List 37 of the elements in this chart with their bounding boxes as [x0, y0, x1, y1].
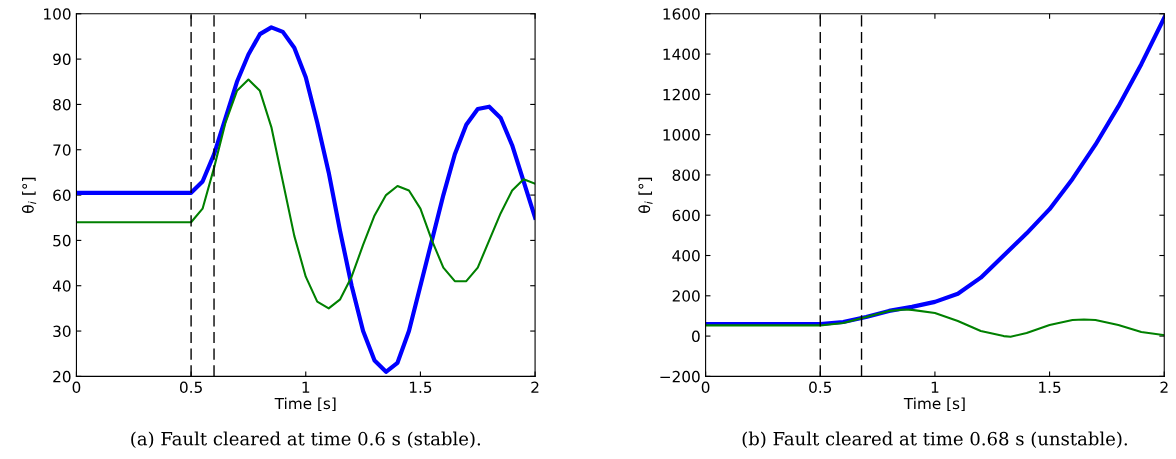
x-tick-label: 2 — [1160, 381, 1168, 393]
x-tick-label: 2 — [531, 381, 539, 393]
x-tick-label: 1.5 — [409, 381, 432, 394]
y-tick-label: 200 — [672, 290, 700, 302]
x-tick-label: 0.5 — [179, 381, 202, 394]
y-tick-label: 1600 — [663, 8, 700, 20]
y-tick-label: 100 — [44, 8, 71, 20]
y-tick-label: 30 — [53, 325, 71, 338]
y-tick-label: 800 — [672, 169, 700, 181]
line-series — [76, 78, 536, 310]
text: (a) Fault cleared at time 0.6 s (stable). — [131, 431, 481, 449]
x-tick-label: 1 — [931, 381, 939, 393]
x-axis-title: Time [s] — [274, 397, 336, 412]
y-tick-label: 0 — [692, 330, 700, 343]
x-tick-label: 0 — [701, 381, 710, 394]
x-axis-title: Time [s] — [903, 397, 965, 412]
y-tick-label: 50 — [53, 234, 71, 247]
x-tick-label: 1 — [302, 381, 310, 393]
y-tick-label: −200 — [660, 370, 700, 383]
y-tick-label: 400 — [672, 249, 700, 262]
y-tick-label: 80 — [53, 98, 71, 111]
text: (b) Fault cleared at time 0.68 s (unstable). — [742, 431, 1127, 449]
y-tick-label: 20 — [53, 370, 71, 383]
y-tick-label: 1400 — [663, 48, 700, 61]
line-series — [705, 308, 1165, 338]
y-tick-label: 600 — [672, 209, 700, 222]
y-tick-label: 1200 — [663, 88, 700, 101]
y-tick-label: 60 — [53, 189, 71, 202]
x-tick-label: 0 — [72, 381, 81, 394]
y-axis-title: θ$_{i}$ [°] — [638, 177, 653, 213]
x-tick-label: 1.5 — [1039, 381, 1061, 394]
y-tick-label: 40 — [52, 280, 71, 292]
y-tick-label: 70 — [53, 144, 71, 156]
y-tick-label: 1000 — [663, 129, 700, 141]
y-tick-label: 90 — [53, 53, 71, 66]
x-tick-label: 0.5 — [809, 381, 832, 394]
y-axis-title: θ$_{i}$ [°] — [21, 177, 37, 213]
